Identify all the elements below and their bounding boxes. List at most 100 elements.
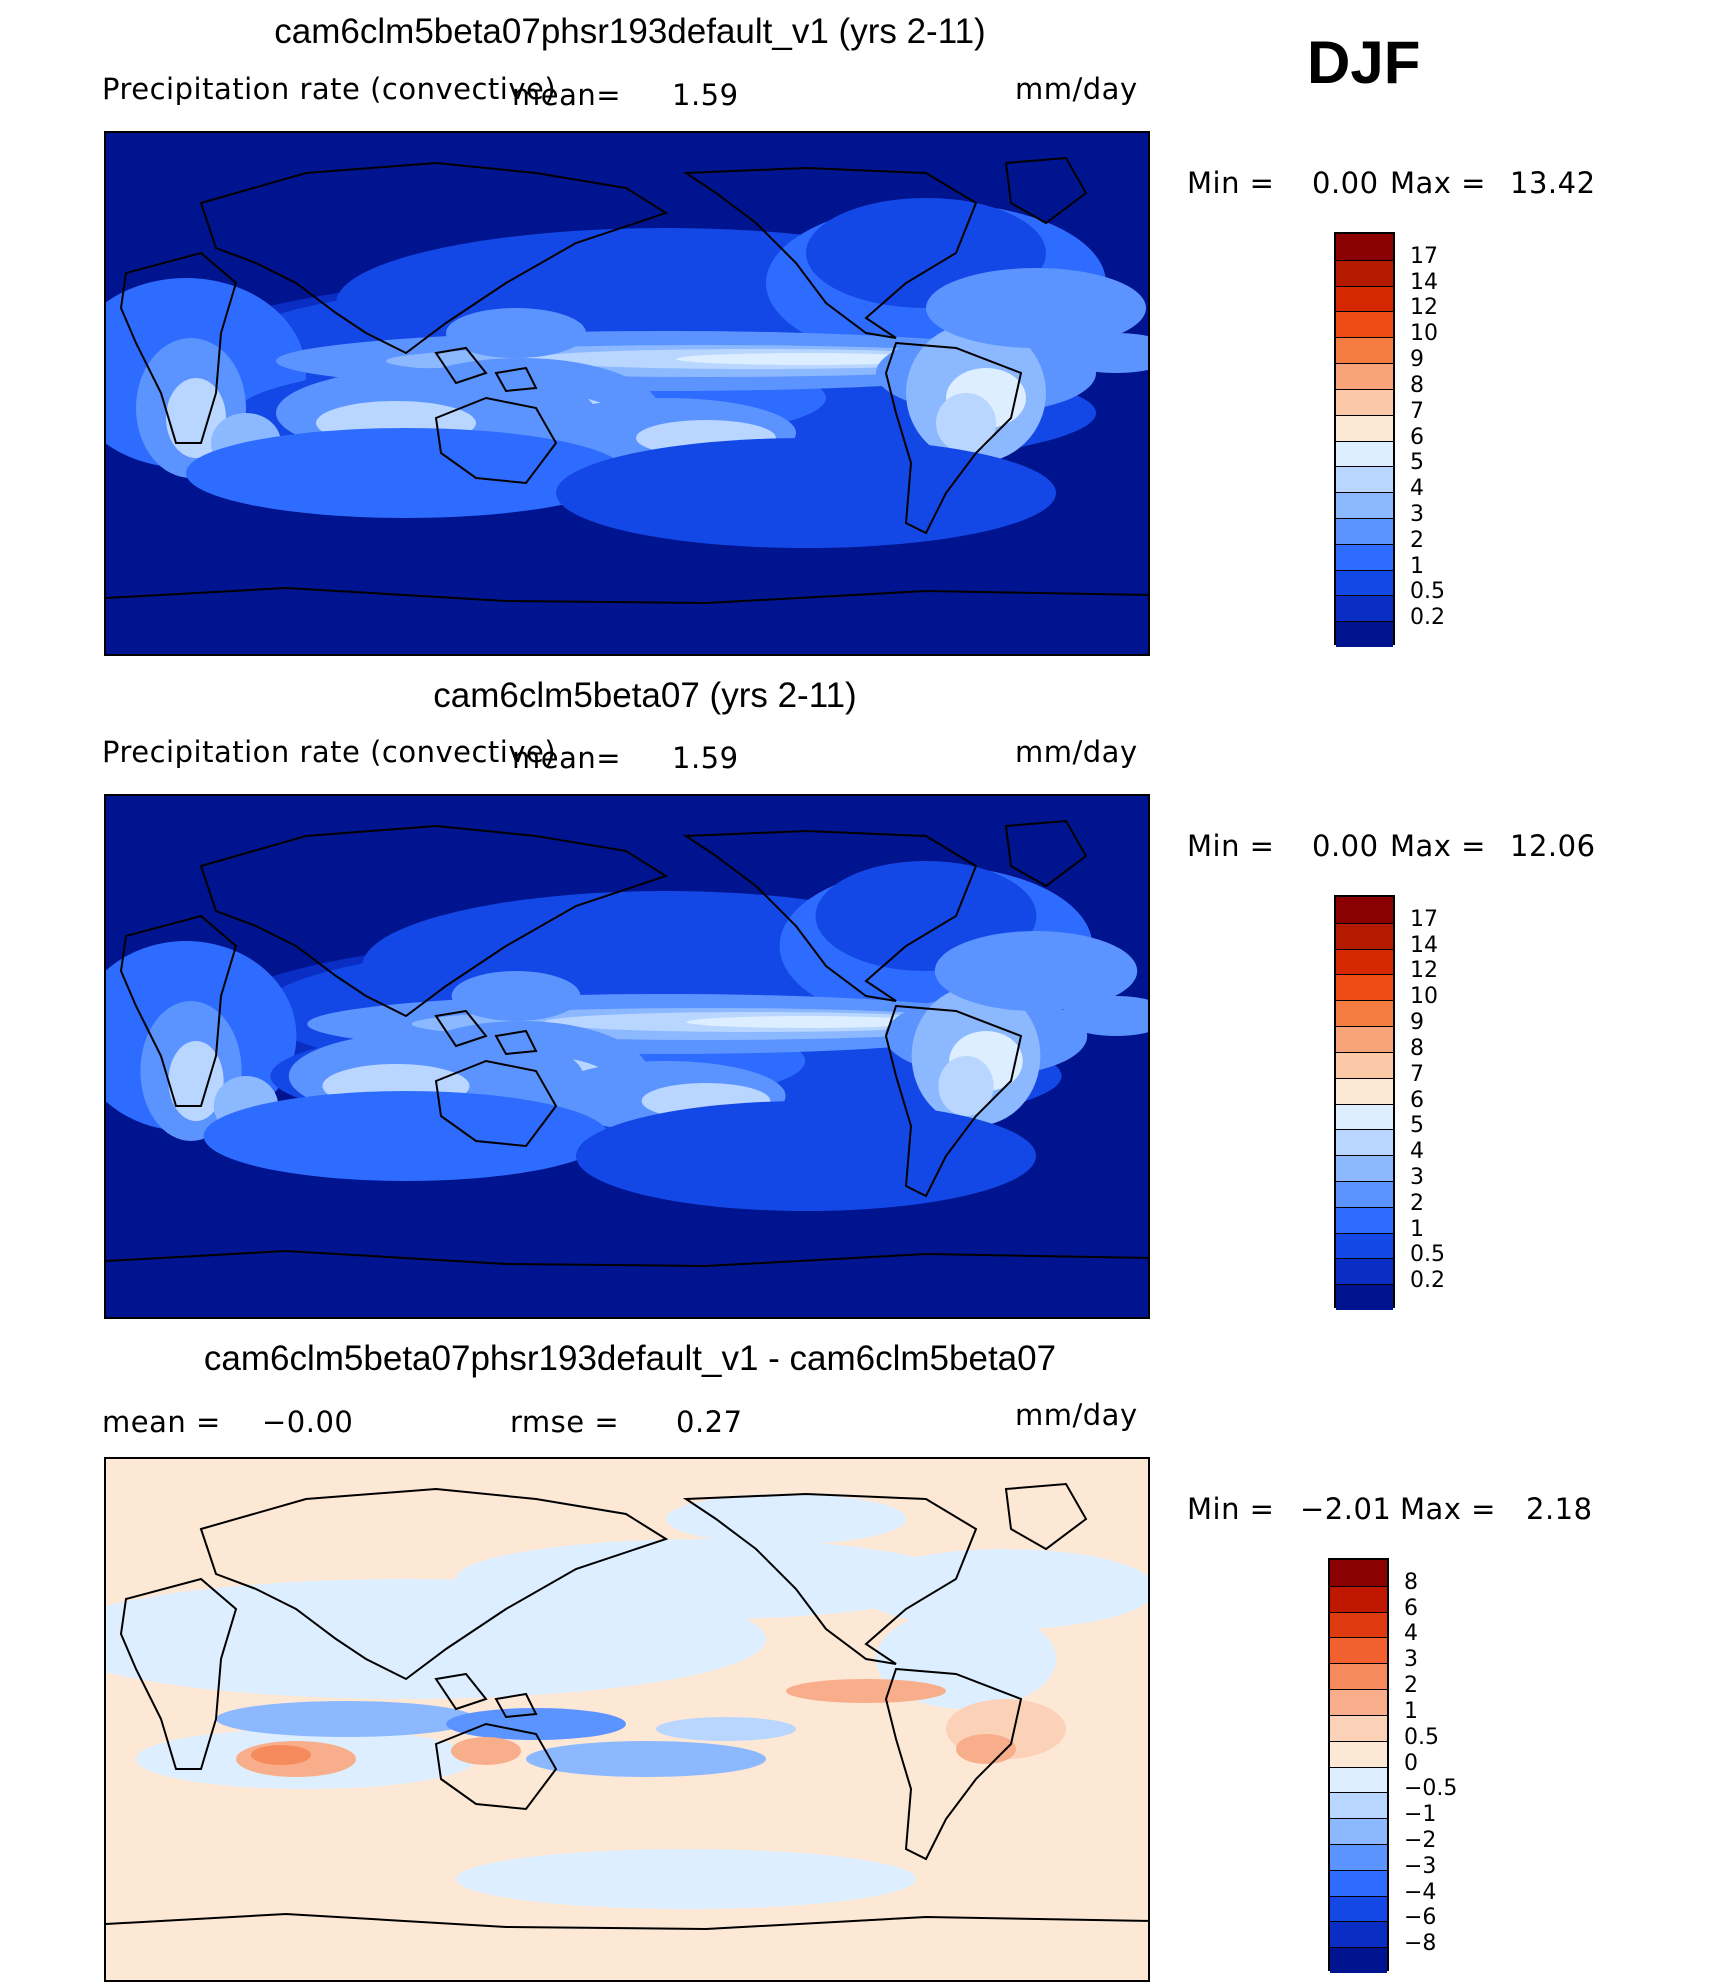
colorbar-box: [1330, 1869, 1387, 1896]
panel2-min-value: 0.00: [1312, 829, 1379, 863]
contour-region: [856, 1549, 1148, 1629]
colorbar-box: [1330, 1921, 1387, 1948]
colorbar-box: [1336, 311, 1393, 338]
colorbar-tick-label: 0.5: [1410, 1242, 1445, 1268]
map-svg: [106, 133, 1148, 654]
colorbar-box: [1336, 1000, 1393, 1027]
coastline: [1004, 156, 1088, 225]
contour-region: [166, 378, 226, 458]
colorbar-box: [1330, 1585, 1387, 1612]
coastline: [884, 341, 1023, 535]
panel1-max-value: 13.42: [1510, 166, 1596, 200]
contour-region: [576, 1101, 1036, 1211]
contour-region: [556, 438, 1056, 548]
colorbar-tick-label: 17: [1410, 243, 1438, 269]
colorbar-tick-label: −6: [1404, 1905, 1437, 1931]
colorbar-tick-label: −2: [1404, 1827, 1437, 1853]
coastline: [884, 1667, 1023, 1861]
contour-region: [926, 268, 1146, 348]
colorbar-box: [1336, 1206, 1393, 1233]
panel1-units: mm/day: [1015, 72, 1138, 106]
coastline: [1004, 1482, 1088, 1551]
panel2-min-label: Min =: [1187, 829, 1275, 863]
colorbar-box: [1336, 1155, 1393, 1181]
colorbar-box: [1336, 974, 1393, 1001]
panel3-min-value: −2.01: [1300, 1492, 1392, 1526]
contour-region: [526, 1741, 766, 1777]
coastline: [106, 586, 1148, 605]
colorbar-box: [1330, 1792, 1387, 1819]
colorbar-box: [1330, 1689, 1387, 1715]
colorbar-tick-label: 10: [1410, 984, 1438, 1010]
colorbar-box: [1336, 1180, 1393, 1207]
contour-region: [216, 1701, 476, 1737]
colorbar-box: [1336, 1103, 1393, 1130]
colorbar-tick-label: 3: [1404, 1647, 1418, 1673]
colorbar-tick-label: 7: [1410, 398, 1424, 424]
coastline: [119, 251, 238, 444]
colorbar-box: [1336, 1232, 1393, 1259]
colorbar-tick-label: 4: [1404, 1621, 1418, 1647]
colorbar-tick-label: 8: [1404, 1569, 1418, 1595]
panel1-min-value: 0.00: [1312, 166, 1379, 200]
coastline: [199, 824, 669, 1018]
colorbar-tick-label: 4: [1410, 1139, 1424, 1165]
colorbar-box: [1336, 569, 1393, 596]
colorbar-tick-label: 10: [1410, 321, 1438, 347]
coastline: [434, 1672, 538, 1719]
colorbar-box: [1336, 1284, 1393, 1310]
coastline: [434, 396, 558, 485]
panel2-title: cam6clm5beta07 (yrs 2-11): [433, 676, 857, 715]
colorbar-tick-label: 5: [1410, 1113, 1424, 1139]
colorbar-box: [1336, 922, 1393, 949]
colorbar-box: [1336, 337, 1393, 364]
colorbar-box: [1336, 621, 1393, 647]
coastlines: [106, 1482, 1148, 1931]
contour-region: [186, 428, 626, 518]
colorbar-box: [1330, 1740, 1387, 1767]
colorbar-tick-label: 9: [1410, 1010, 1424, 1036]
colorbar-tick-label: −3: [1404, 1853, 1437, 1879]
panel1-mean-value: 1.59: [672, 78, 739, 112]
panel1-mean-label: mean=: [512, 78, 622, 112]
colorbar-box: [1330, 1560, 1387, 1586]
contour-region: [934, 931, 1138, 1011]
colorbar-box: [1336, 897, 1393, 923]
colorbar-tick-label: 0: [1404, 1750, 1418, 1776]
panel3-colorbar: [1328, 1558, 1389, 1973]
colorbar-tick-label: 14: [1410, 932, 1438, 958]
colorbar-tick-label: −4: [1404, 1879, 1437, 1905]
coastline: [106, 1249, 1148, 1268]
panel2-map: [104, 794, 1150, 1319]
colorbar-tick-label: 1: [1410, 1216, 1424, 1242]
contour-region: [956, 1734, 1016, 1764]
colorbar-box: [1336, 948, 1393, 975]
panel3-max-label: Max =: [1400, 1492, 1496, 1526]
coastline: [434, 346, 538, 393]
colorbar-tick-label: 9: [1410, 347, 1424, 373]
colorbar-box: [1336, 363, 1393, 389]
colorbar-tick-label: 4: [1410, 476, 1424, 502]
contour-region: [656, 1717, 796, 1741]
panel1-max-label: Max =: [1390, 166, 1486, 200]
panel2-mean-label: mean=: [512, 741, 622, 775]
panel3-units: mm/day: [1015, 1398, 1138, 1432]
colorbar-box: [1330, 1637, 1387, 1664]
coastline: [1004, 819, 1088, 888]
colorbar-box: [1336, 1051, 1393, 1078]
colorbar-tick-label: 0.2: [1410, 1268, 1445, 1294]
coastline: [119, 914, 238, 1107]
contour-region: [676, 353, 936, 365]
colorbar-tick-label: 1: [1410, 553, 1424, 579]
coastlines: [106, 156, 1148, 605]
coastlines: [106, 819, 1148, 1268]
colorbar-tick-label: 12: [1410, 958, 1438, 984]
colorbar-box: [1336, 388, 1393, 415]
coastline: [682, 829, 978, 1002]
map-svg: [106, 1459, 1148, 1980]
coastline: [434, 1009, 538, 1056]
panel1-variable: Precipitation rate (convective): [102, 72, 557, 106]
colorbar-tick-label: −8: [1404, 1931, 1437, 1957]
colorbar-tick-label: 3: [1410, 1164, 1424, 1190]
colorbar-box: [1336, 595, 1393, 622]
